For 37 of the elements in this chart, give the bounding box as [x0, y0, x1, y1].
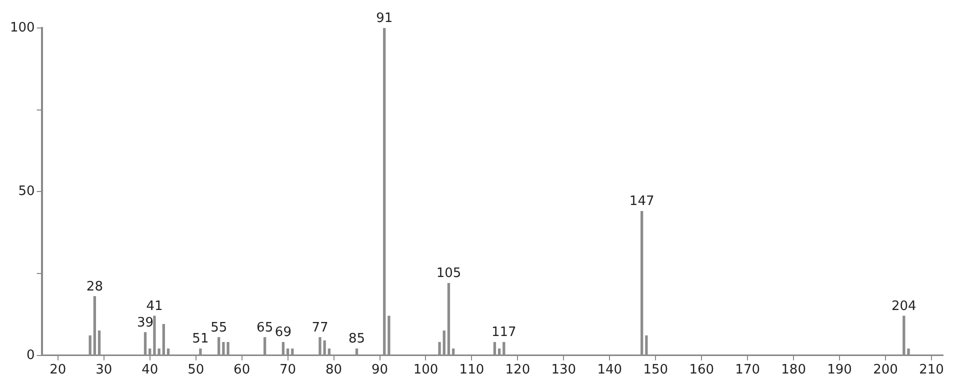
x-tick-label: 200	[873, 362, 898, 378]
x-tick-label: 210	[919, 362, 944, 378]
annotation: 147	[629, 194, 654, 210]
x-tick-label: 170	[735, 362, 760, 378]
annotation: 55	[210, 320, 228, 336]
x-tick-label: 140	[597, 362, 622, 378]
annotation: 105	[436, 266, 462, 282]
annotation: 69	[274, 325, 292, 340]
annotation: 117	[491, 325, 516, 340]
x-tick-label: 60	[234, 362, 250, 378]
annotation: 85	[348, 332, 366, 347]
x-tick-label: 30	[96, 362, 112, 378]
x-tick-label: 50	[188, 362, 204, 378]
annotation: 39	[136, 315, 154, 330]
y-tick-label: 50	[18, 184, 35, 200]
x-tick-label: 150	[643, 362, 668, 378]
y-tick-label: 0	[26, 348, 35, 363]
x-tick-label: 120	[505, 362, 530, 378]
x-tick-label: 100	[413, 362, 438, 378]
x-tick-label: 40	[142, 362, 158, 378]
x-tick-label: 190	[827, 362, 852, 378]
annotation: 28	[86, 279, 103, 294]
annotation: 204	[892, 298, 916, 314]
annotation: 77	[312, 320, 328, 336]
y-tick-label: 100	[10, 20, 35, 36]
x-tick-label: 180	[781, 362, 806, 378]
x-tick-label: 110	[459, 362, 484, 378]
annotation: 65	[256, 320, 274, 336]
x-tick-label: 130	[551, 362, 576, 378]
annotation: 91	[376, 10, 393, 26]
x-tick-label: 20	[50, 362, 66, 378]
x-tick-label: 160	[689, 362, 714, 378]
x-tick-label: 80	[326, 362, 342, 378]
x-tick-label: 90	[371, 362, 388, 378]
annotation: 41	[146, 298, 163, 314]
x-tick-label: 70	[280, 362, 296, 378]
annotation: 51	[192, 332, 209, 347]
